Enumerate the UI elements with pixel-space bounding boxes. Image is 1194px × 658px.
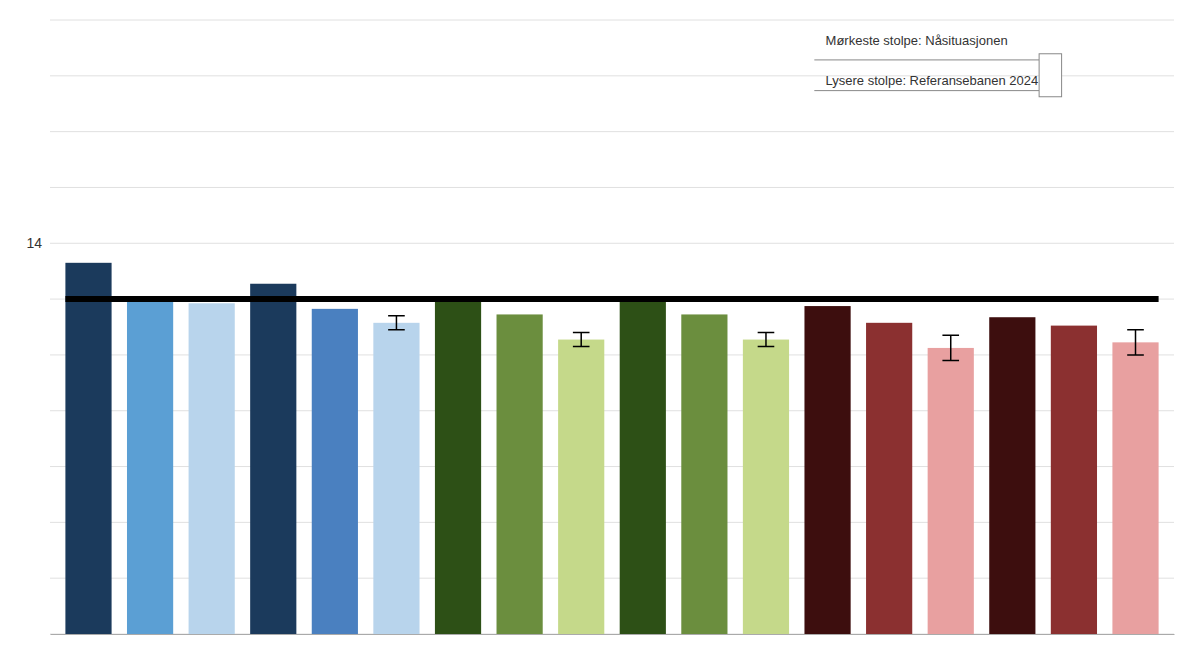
grid-line xyxy=(50,20,1174,21)
grid xyxy=(50,20,1174,634)
bar xyxy=(127,298,173,634)
x-axis-line xyxy=(51,634,1175,635)
bar xyxy=(65,263,111,634)
bar xyxy=(189,303,235,634)
grid-line xyxy=(50,131,1174,132)
annotation: Lysere stolpe: Referansebanen 2024 xyxy=(826,73,1039,88)
threshold-line xyxy=(65,296,1158,302)
bar xyxy=(373,323,419,634)
y-axis-line xyxy=(50,21,51,635)
error-bar xyxy=(1127,330,1144,355)
error-bar xyxy=(942,335,959,360)
bar xyxy=(620,298,666,634)
bar xyxy=(681,314,727,634)
y-tick: 14 xyxy=(26,235,50,251)
error-bar xyxy=(573,333,590,347)
x-axis xyxy=(51,634,1175,636)
legend-rule xyxy=(814,59,1039,60)
bar xyxy=(558,340,604,634)
chart: 14 Mørkeste stolpe: Nåsituasjonen Lysere s… xyxy=(0,0,1194,658)
bar xyxy=(928,348,974,634)
bar xyxy=(1051,326,1097,634)
bar xyxy=(435,298,481,634)
error-bars xyxy=(388,316,1144,361)
grid-line xyxy=(50,299,1174,300)
plot: 14 Mørkeste stolpe: Nåsituasjonen Lysere s… xyxy=(26,20,1174,635)
bar xyxy=(989,317,1035,634)
annotation: Mørkeste stolpe: Nåsituasjonen xyxy=(826,33,1008,48)
bar xyxy=(804,306,850,634)
y-axis: 14 xyxy=(26,21,50,635)
legend-note: Mørkeste stolpe: Nåsituasjonen Lysere sto… xyxy=(814,33,1061,97)
y-tick-label: 14 xyxy=(26,235,42,251)
bar xyxy=(497,314,543,634)
bar xyxy=(866,323,912,634)
error-bar xyxy=(388,316,405,330)
legend-rule xyxy=(814,90,1039,91)
legend-box xyxy=(1039,54,1061,97)
error-bar xyxy=(758,333,775,347)
marks xyxy=(65,263,1158,634)
bar xyxy=(743,340,789,634)
grid-line xyxy=(50,243,1174,244)
bar xyxy=(1112,342,1158,634)
grid-line xyxy=(50,187,1174,188)
bar xyxy=(312,309,358,634)
bar xyxy=(250,284,296,634)
